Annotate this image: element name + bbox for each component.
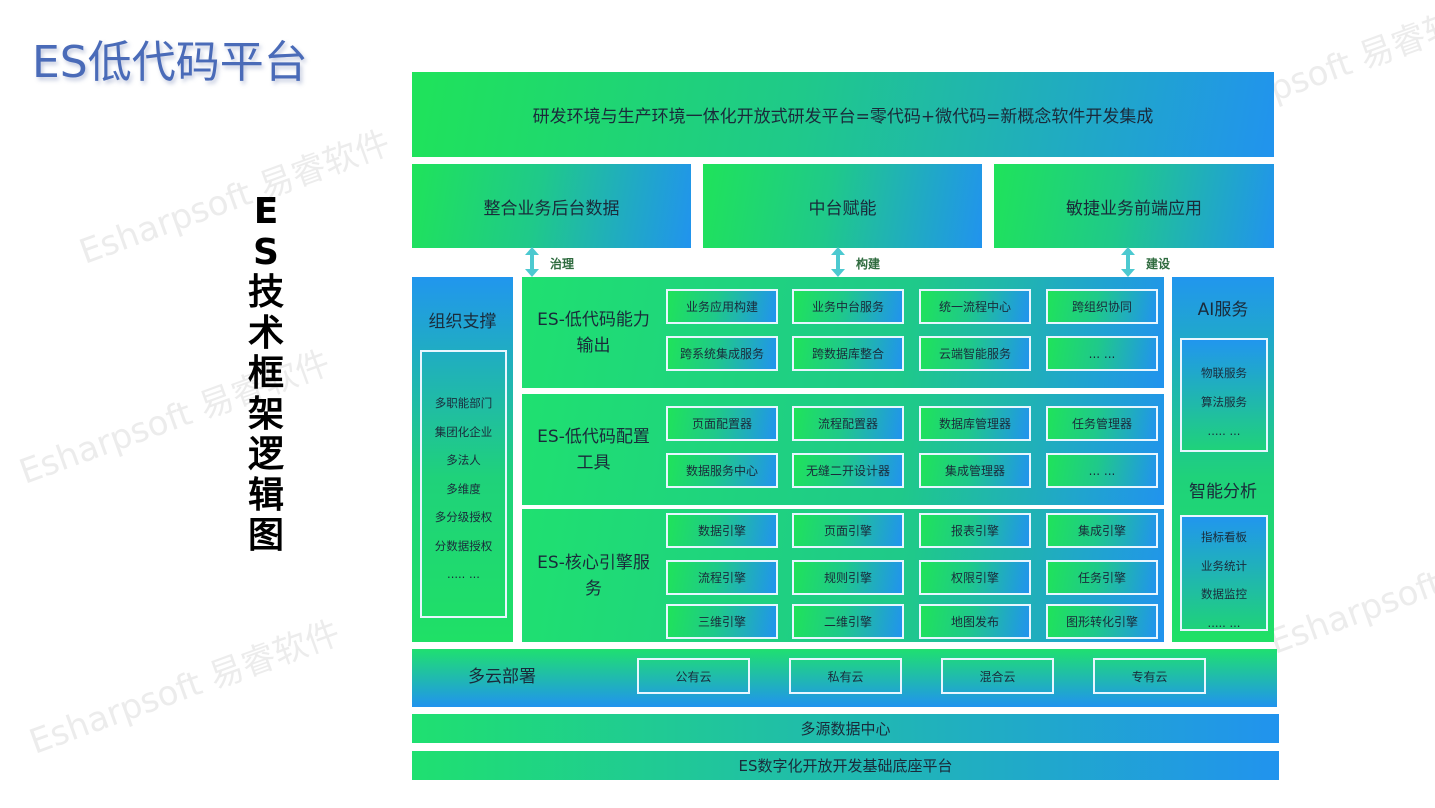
org-item: 多职能部门 bbox=[434, 396, 493, 410]
module-cell: 流程配置器 bbox=[792, 406, 904, 441]
arrow-label: 治理 bbox=[550, 257, 575, 271]
watermark: Esharpsoft 易睿软件 bbox=[74, 123, 396, 273]
cloud-option: 私有云 bbox=[789, 658, 902, 694]
module-cell: 规则引擎 bbox=[792, 560, 904, 595]
module-cell: 页面引擎 bbox=[792, 513, 904, 548]
ai-item: 算法服务 bbox=[1201, 395, 1247, 409]
banner: 研发环境与生产环境一体化开放式研发平台=零代码+微代码=新概念软件开发集成 bbox=[412, 72, 1274, 157]
ai-panel: AI服务 物联服务算法服务 ..... ... 智能分析 指标看板业务统计数据监控… bbox=[1172, 277, 1274, 642]
analysis-item: 业务统计 bbox=[1201, 558, 1247, 573]
arrow-label: 建设 bbox=[1146, 257, 1171, 271]
module-cell: 三维引擎 bbox=[666, 604, 778, 639]
org-title: 组织支撑 bbox=[428, 312, 497, 332]
module-cell: 集成引擎 bbox=[1046, 513, 1158, 548]
org-item: 多法人 bbox=[446, 453, 481, 467]
module-cell: 报表引擎 bbox=[919, 513, 1031, 548]
analysis-item: 指标看板 bbox=[1201, 530, 1247, 544]
cloud-option: 混合云 bbox=[941, 658, 1054, 694]
module-cell: 数据引擎 bbox=[666, 513, 778, 548]
section-label: ES-低代码能力输出 bbox=[537, 309, 650, 356]
module-cell: 业务应用构建 bbox=[666, 289, 778, 324]
module-cell: 图形转化引擎 bbox=[1046, 604, 1158, 639]
vertical-title: ES技术框架逻辑图 bbox=[247, 191, 284, 556]
section-label: ES-低代码配置工具 bbox=[537, 426, 650, 473]
module-cell: 无缝二开设计器 bbox=[792, 453, 904, 488]
module-cell: 流程引擎 bbox=[666, 560, 778, 595]
module-cell: ... ... bbox=[1046, 453, 1158, 488]
org-item: 多分级授权 bbox=[434, 510, 493, 524]
org-panel: 组织支撑 多职能部门集团化企业多法人多维度多分级授权分数据授权 ..... ... bbox=[412, 277, 513, 642]
double-arrow-icon bbox=[525, 247, 539, 277]
base-platform-bar: ES数字化开放开发基础底座平台 bbox=[412, 751, 1279, 780]
watermark: Esharpsoft 易睿软件 bbox=[24, 613, 346, 763]
module-cell: 跨系统集成服务 bbox=[666, 336, 778, 371]
module-cell: 跨数据库整合 bbox=[792, 336, 904, 371]
cloud-option: 公有云 bbox=[637, 658, 750, 694]
ai-item: 物联服务 bbox=[1201, 366, 1247, 380]
analysis-item: 数据监控 bbox=[1201, 587, 1247, 601]
module-cell: 任务引擎 bbox=[1046, 560, 1158, 595]
analysis-item: ..... ... bbox=[1207, 615, 1241, 630]
arrow-label: 构建 bbox=[856, 257, 881, 271]
ai-title: AI服务 bbox=[1197, 300, 1249, 320]
module-cell: 二维引擎 bbox=[792, 604, 904, 639]
module-cell: 权限引擎 bbox=[919, 560, 1031, 595]
module-cell: 跨组织协同 bbox=[1046, 289, 1158, 324]
org-item: 分数据授权 bbox=[434, 538, 493, 553]
module-cell: 地图发布 bbox=[919, 604, 1031, 639]
top-box: 敏捷业务前端应用 bbox=[994, 164, 1274, 248]
module-cell: 统一流程中心 bbox=[919, 289, 1031, 324]
org-item: ..... ... bbox=[447, 567, 480, 581]
ai-item: ..... ... bbox=[1207, 424, 1241, 438]
org-item: 多维度 bbox=[446, 481, 481, 496]
org-item: 集团化企业 bbox=[434, 424, 493, 439]
module-cell: 集成管理器 bbox=[919, 453, 1031, 488]
cloud-option: 专有云 bbox=[1093, 658, 1206, 694]
module-cell: 页面配置器 bbox=[666, 406, 778, 441]
section-label: ES-核心引擎服务 bbox=[537, 552, 650, 599]
module-cell: 数据库管理器 bbox=[919, 406, 1031, 441]
cloud-panel: 多云部署 公有云 私有云 混合云 专有云 bbox=[412, 649, 1277, 707]
module-cell: 业务中台服务 bbox=[792, 289, 904, 324]
module-cell: 数据服务中心 bbox=[666, 453, 778, 488]
cloud-title: 多云部署 bbox=[468, 667, 536, 687]
analysis-title: 智能分析 bbox=[1189, 482, 1257, 502]
double-arrow-icon bbox=[1121, 247, 1135, 277]
top-box: 中台赋能 bbox=[703, 164, 982, 248]
module-cell: 云端智能服务 bbox=[919, 336, 1031, 371]
module-cell: 任务管理器 bbox=[1046, 406, 1158, 441]
module-cell: ... ... bbox=[1046, 336, 1158, 371]
double-arrow-icon bbox=[831, 247, 845, 277]
top-box: 整合业务后台数据 bbox=[412, 164, 691, 248]
data-center-bar: 多源数据中心 bbox=[412, 714, 1279, 743]
page-title: ES低代码平台 bbox=[32, 37, 308, 88]
watermark: Esharpsoft 易睿软件 bbox=[1264, 513, 1435, 663]
